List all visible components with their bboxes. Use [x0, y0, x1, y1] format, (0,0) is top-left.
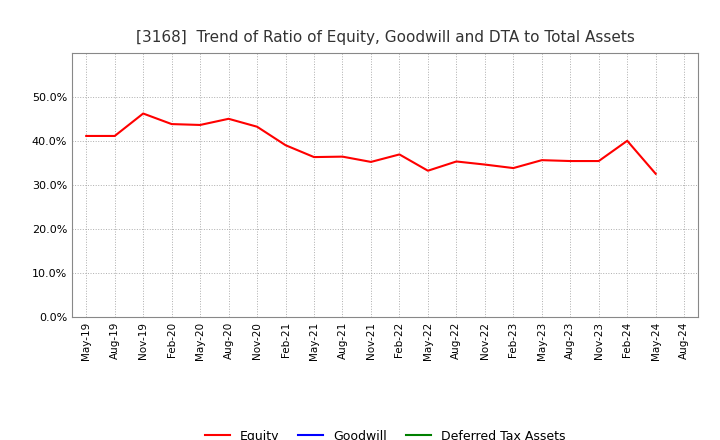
- Equity: [509, 165, 518, 171]
- Equity: [395, 152, 404, 157]
- Equity: [225, 116, 233, 121]
- Equity: [253, 124, 261, 129]
- Equity: [196, 122, 204, 128]
- Equity: [537, 158, 546, 163]
- Equity: [595, 158, 603, 164]
- Equity: [167, 121, 176, 127]
- Equity: [452, 159, 461, 164]
- Equity: [566, 158, 575, 164]
- Equity: [423, 168, 432, 173]
- Line: Equity: Equity: [86, 114, 656, 174]
- Equity: [110, 133, 119, 139]
- Equity: [139, 111, 148, 116]
- Equity: [480, 162, 489, 167]
- Equity: [82, 133, 91, 139]
- Legend: Equity, Goodwill, Deferred Tax Assets: Equity, Goodwill, Deferred Tax Assets: [200, 425, 570, 440]
- Title: [3168]  Trend of Ratio of Equity, Goodwill and DTA to Total Assets: [3168] Trend of Ratio of Equity, Goodwil…: [136, 29, 634, 45]
- Equity: [310, 154, 318, 160]
- Equity: [366, 159, 375, 165]
- Equity: [282, 143, 290, 148]
- Equity: [652, 171, 660, 176]
- Equity: [338, 154, 347, 159]
- Equity: [623, 138, 631, 143]
